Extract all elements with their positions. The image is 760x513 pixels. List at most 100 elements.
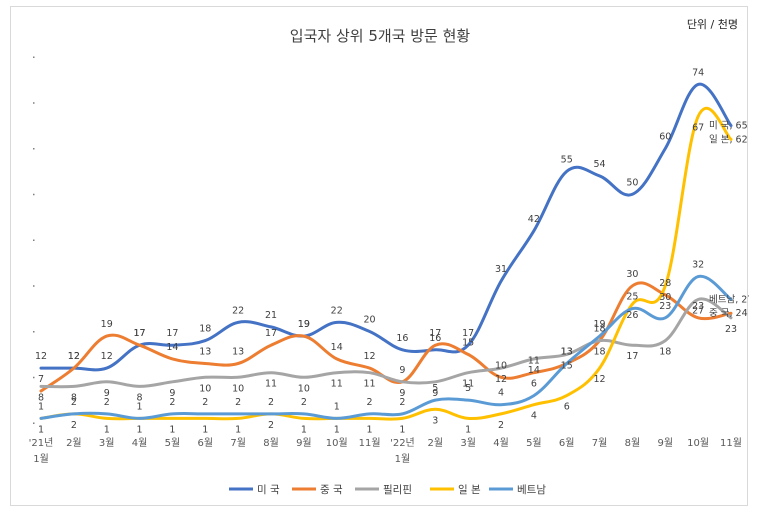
data-label: 23 [692, 301, 704, 312]
data-label: 30 [659, 292, 671, 303]
data-label: 27 [692, 305, 704, 316]
data-label: 2 [301, 397, 307, 408]
data-label: 26 [626, 310, 638, 321]
data-label: 18 [659, 347, 671, 358]
legend: 미 국 중 국 필리핀 일 본 베트남 [229, 483, 546, 496]
data-label: 22 [331, 305, 343, 316]
y-tick-mark [33, 56, 35, 58]
data-label: 18 [594, 347, 606, 358]
legend-label: 중 국 [320, 484, 343, 496]
x-tick-label: 5월 [526, 437, 542, 449]
series-end-label: 일 본, 62 [709, 134, 748, 145]
data-label: 12 [594, 374, 606, 385]
data-label: 20 [364, 315, 376, 326]
data-label: 12 [101, 351, 113, 362]
y-axis-ticks [33, 56, 35, 424]
data-label: 17 [462, 328, 474, 339]
data-label: 7 [38, 374, 44, 385]
x-tick-label: 4월 [132, 437, 148, 449]
data-label: 10 [298, 383, 310, 394]
data-label: 19 [298, 319, 310, 330]
data-label: 28 [659, 278, 671, 289]
x-tick-label: 10월 [326, 437, 348, 449]
data-label: 12 [364, 351, 376, 362]
data-label: 8 [137, 392, 143, 403]
x-tick-label: 9월 [296, 437, 312, 449]
data-label: 18 [594, 324, 606, 335]
data-label: 17 [134, 328, 146, 339]
data-label: 6 [564, 402, 570, 413]
data-label: 13 [199, 347, 211, 358]
data-label: 6 [531, 379, 537, 390]
data-label: 3 [432, 415, 438, 426]
series-end-label: 미 국, 65 [709, 121, 748, 132]
data-label: 31 [495, 264, 507, 275]
data-label: 74 [692, 67, 704, 78]
data-label: 14 [528, 365, 540, 376]
x-tick-label: 6월 [198, 437, 214, 449]
x-axis: '21년 1월 2월 3월 4월 5월 6월 7월 8월 9월 10월 11월 '22년 1월 2월 3월 4월… [29, 437, 742, 465]
y-tick-mark [33, 193, 35, 196]
series-lines [39, 82, 733, 421]
data-label: 12 [495, 374, 507, 385]
data-label: 9 [432, 388, 438, 399]
data-label: 17 [134, 328, 146, 339]
data-label: 1 [38, 401, 44, 412]
x-tick-label: 2월 [66, 437, 82, 449]
data-label: 2 [498, 420, 504, 431]
data-label: 2 [169, 397, 175, 408]
data-label: 23 [725, 324, 737, 335]
data-label: 23 [659, 301, 671, 312]
data-label: 2 [71, 397, 77, 408]
data-label: 12 [35, 351, 47, 362]
data-label: 19 [298, 319, 310, 330]
data-label: 11 [528, 356, 540, 367]
legend-label: 미 국 [257, 484, 280, 496]
x-tick-label: '21년 [29, 437, 54, 449]
y-tick-mark [33, 376, 35, 379]
chart-frame: 입국자 상위 5개국 방문 현황 단위 / 천명 12 12 12 17 17 18 22 2… [10, 6, 749, 506]
data-label: 4 [531, 411, 537, 422]
data-label: 1 [399, 424, 405, 435]
data-label: 32 [692, 260, 704, 271]
data-label: 17 [265, 328, 277, 339]
legend-label: 일 본 [458, 483, 481, 496]
data-label: 11 [265, 379, 277, 390]
data-label: 15 [462, 337, 474, 348]
data-label: 10 [199, 383, 211, 394]
series-line-3 [39, 106, 733, 421]
data-label: 14 [331, 342, 343, 353]
data-label: 16 [396, 333, 408, 344]
data-label: 10 [495, 360, 507, 371]
data-label: 1 [465, 424, 471, 435]
x-tick-label: 8월 [263, 437, 279, 449]
unit-label: 단위 / 천명 [687, 17, 738, 31]
data-label: 1 [334, 424, 340, 435]
data-label: 13 [561, 347, 573, 358]
data-label: 17 [166, 328, 178, 339]
data-label: 1 [169, 424, 175, 435]
data-label: 54 [594, 159, 606, 170]
data-label: 9 [399, 365, 405, 376]
data-label: 9 [169, 388, 175, 399]
x-tick-label: 11월 [720, 437, 742, 449]
y-tick-mark [33, 422, 35, 424]
data-label: 30 [626, 269, 638, 280]
series-end-label: 베트남, 27 [709, 294, 749, 305]
data-label: 9 [104, 388, 110, 399]
x-tick-label: 5월 [165, 437, 181, 449]
x-tick-label: 2월 [428, 437, 444, 449]
data-label: 18 [199, 324, 211, 335]
data-label: 2 [268, 420, 274, 431]
data-label: 17 [429, 328, 441, 339]
data-label: 11 [364, 379, 376, 390]
data-label: 14 [166, 342, 178, 353]
data-label: 2 [235, 397, 241, 408]
legend-label: 베트남 [517, 484, 546, 496]
data-label: 55 [561, 154, 573, 165]
x-tick-label: 9월 [658, 437, 674, 449]
data-label: 11 [462, 379, 474, 390]
data-label: 1 [235, 424, 241, 435]
